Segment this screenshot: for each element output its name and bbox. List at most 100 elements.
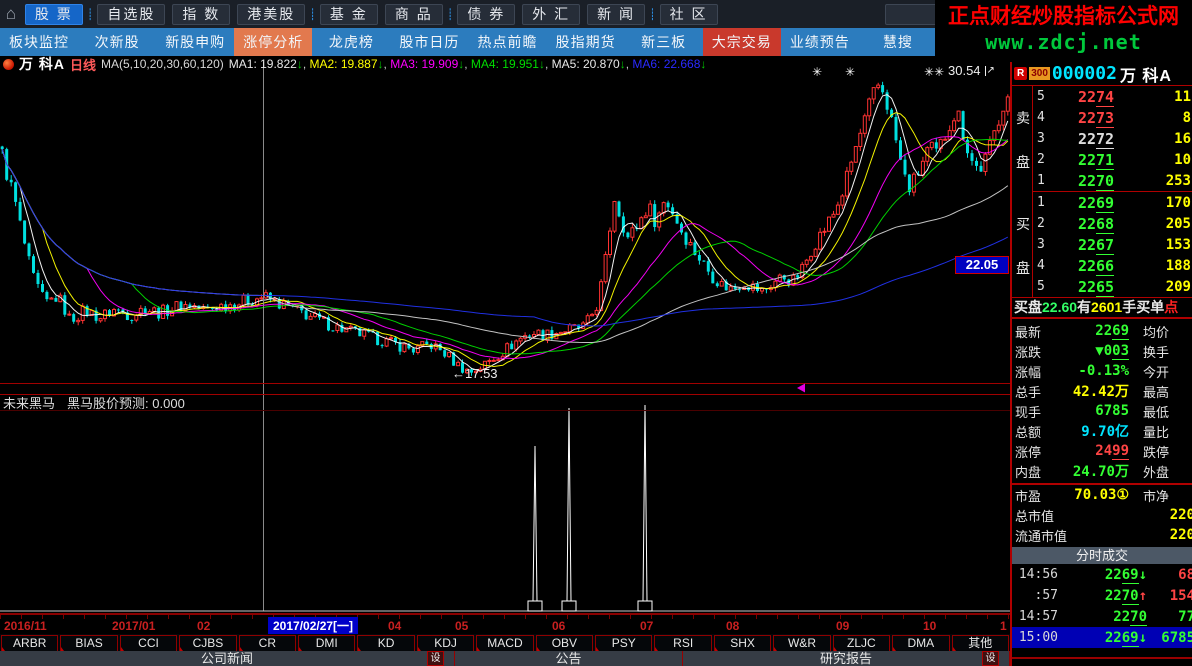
chart-stock-name: 万 科A: [19, 56, 65, 72]
toolbar-item-9[interactable]: 大宗交易: [702, 28, 781, 56]
axis-date: 05: [455, 619, 469, 633]
quote-row: 涨停 2499 跌停: [1015, 443, 1170, 460]
expand-icon[interactable]: ↗: [984, 64, 995, 76]
sell-label: 盘: [1016, 154, 1030, 170]
menu-separator-icon: ┊: [649, 8, 656, 21]
quote-row: 涨跌 ▼003 换手: [1015, 343, 1170, 360]
quote-row: 流通市值 220: [1015, 527, 1192, 544]
margin-badge: R: [1014, 67, 1028, 80]
tick-trades-header[interactable]: 分时成交: [1012, 547, 1192, 564]
bottom-section-0[interactable]: 公司新闻设: [0, 651, 455, 666]
indicator-label-row[interactable]: 未来黑马 黑马股价预测: 0.000: [0, 394, 1010, 411]
signal-spike-base: [637, 600, 653, 612]
toolbar-item-2[interactable]: 新股申购: [165, 34, 226, 50]
book-price: 2268: [1077, 214, 1115, 234]
chart-period[interactable]: 日线: [70, 57, 97, 73]
star-icon: ✳: [845, 65, 855, 79]
menu-item-3[interactable]: 港美股: [237, 3, 306, 25]
toolbar-item-5[interactable]: 股市日历: [399, 34, 460, 50]
time-axis[interactable]: 2016/11 2017/01 02 2017/02/27[一] 04 05 06 07 08 0…: [0, 613, 1010, 636]
ma-value-3: MA3: 19.909↓,: [390, 57, 471, 71]
book-price: 2265: [1077, 277, 1115, 297]
indicator-tab-psy[interactable]: PSY: [595, 635, 653, 651]
menu-item-6[interactable]: 债 券: [457, 3, 516, 25]
quote-row: 总手 42.42万 最高: [1015, 384, 1170, 400]
settings-button[interactable]: 设: [427, 651, 444, 666]
order-book-row: 2 2271 10: [1037, 150, 1191, 170]
toolbar-item-1[interactable]: 次新股: [94, 34, 140, 50]
indicator-tab-kd[interactable]: KD: [357, 635, 415, 651]
indicator-tab-bias[interactable]: BIAS: [60, 635, 118, 651]
menu-item-7[interactable]: 外 汇: [522, 3, 581, 25]
home-icon[interactable]: ⌂: [5, 4, 17, 23]
quote-title-row[interactable]: R 300 000002 万 科A: [1012, 62, 1192, 86]
chart-header: 万 科A 日线 MA(5,10,20,30,60,120) MA1: 19.82…: [0, 56, 1013, 73]
toolbar-item-11[interactable]: 慧搜: [882, 34, 913, 50]
indicator-tab-dmi[interactable]: DMI: [298, 635, 356, 651]
hs300-badge: 300: [1029, 67, 1050, 80]
indicator-tab-dma[interactable]: DMA: [892, 635, 950, 651]
toolbar-item-0[interactable]: 板块监控: [9, 34, 70, 50]
book-volume: 10: [1174, 151, 1191, 168]
toolbar-item-4[interactable]: 龙虎榜: [328, 34, 374, 50]
buy-queue: 1 2269 170 2 2268 205 3 2267 153 4 2266 188 5 2265 209: [1033, 192, 1192, 297]
buy-label: 盘: [1016, 260, 1030, 276]
toolbar: 板块监控 次新股 新股申购 涨停分析 龙虎榜 股市日历 热点前瞻 股指期货 新三板 大宗交易 业绩预…: [0, 28, 937, 56]
toolbar-item-10[interactable]: 业绩预告: [789, 34, 850, 50]
indicator-tab-macd[interactable]: MACD: [476, 635, 534, 651]
indicator-tab-wr[interactable]: W&R: [773, 635, 831, 651]
book-price: 2266: [1077, 256, 1115, 276]
axis-date: 04: [388, 619, 402, 633]
toolbar-item-3[interactable]: 涨停分析: [234, 28, 313, 56]
order-book-side-labels: 卖盘买盘: [1012, 86, 1033, 297]
indicator-tab-cr[interactable]: CR: [238, 635, 297, 651]
axis-date: 2017/01: [112, 619, 156, 633]
tick-trade-row[interactable]: 15:00 2269↓ 6785: [1012, 627, 1192, 648]
toolbar-item-8[interactable]: 新三板: [641, 34, 687, 50]
axis-date: 07: [640, 619, 654, 633]
axis-selected-date[interactable]: 2017/02/27[一]: [268, 617, 359, 634]
indicator-tab-obv[interactable]: OBV: [535, 635, 594, 651]
menu-item-0[interactable]: 股 票: [24, 3, 83, 25]
indicator-tab-rsi[interactable]: RSI: [654, 635, 712, 651]
bottom-section-2[interactable]: 研究报告设: [683, 651, 1010, 666]
order-book-row: 2 2268 205: [1037, 214, 1191, 234]
tick-trade-row[interactable]: :57 2270↑ 154: [1034, 587, 1192, 605]
bottom-section-1[interactable]: 公告: [455, 651, 683, 666]
high-price-label: 30.54 ↗: [948, 63, 995, 78]
settings-button[interactable]: 设: [982, 651, 999, 666]
menu-item-4[interactable]: 基 金: [319, 3, 378, 25]
indicator-tab-cjbs[interactable]: CJBS: [179, 635, 237, 651]
indicator-name[interactable]: 未来黑马: [3, 396, 56, 411]
watermark-title: 正点财经炒股指标公式网: [948, 5, 1179, 28]
menu-separator-icon: ┊: [86, 8, 94, 21]
indicator-tab-shx[interactable]: SHX: [713, 635, 772, 651]
indicator-tab-其他[interactable]: 其他: [951, 635, 1009, 651]
signal-spike: [532, 445, 538, 602]
tick-trade-row[interactable]: 14:56 2269↓ 68: [1018, 566, 1192, 584]
indicator-tab-arbr[interactable]: ARBR: [1, 635, 59, 651]
buy-label: 买: [1016, 216, 1030, 232]
indicator-tab-cci[interactable]: CCI: [119, 635, 178, 651]
menu-item-9[interactable]: 社 区: [659, 3, 718, 25]
menu-separator-icon: ┊: [309, 8, 316, 21]
tick-trades-list[interactable]: 14:56 2269↓ 68 :57 2270↑ 154 14:57 2270 77 15:00 2…: [1012, 564, 1192, 648]
menu-extra-button[interactable]: [884, 3, 940, 25]
menu-item-5[interactable]: 商 品: [384, 3, 443, 25]
order-book-row: 1 2269 170: [1037, 193, 1191, 213]
menu-item-1[interactable]: 自选股: [97, 3, 166, 25]
ma-value-4: MA4: 19.951↓,: [470, 57, 552, 71]
ma-value-6: MA6: 22.668↓: [632, 57, 707, 71]
order-ticker-line: 买盘22.60有2601手买单点: [1012, 298, 1192, 319]
toolbar-item-6[interactable]: 热点前瞻: [477, 34, 538, 50]
menu-item-8[interactable]: 新 闻: [587, 3, 645, 25]
indicator-tab-zljc[interactable]: ZLJC: [832, 635, 891, 651]
toolbar-item-7[interactable]: 股指期货: [555, 34, 616, 50]
signal-spike-base: [527, 600, 543, 612]
order-book-row: 4 2273 8: [1037, 108, 1191, 128]
menu-item-2[interactable]: 指 数: [172, 3, 231, 25]
indicator-tab-kdj[interactable]: KDJ: [416, 635, 475, 651]
tick-trade-row[interactable]: 14:57 2270 77: [1018, 608, 1192, 626]
chart-region[interactable]: ✳ ✳ ✳ ✳ 万 科A 日线 MA(5,10,20,30,60,120) MA1: …: [0, 56, 1010, 613]
